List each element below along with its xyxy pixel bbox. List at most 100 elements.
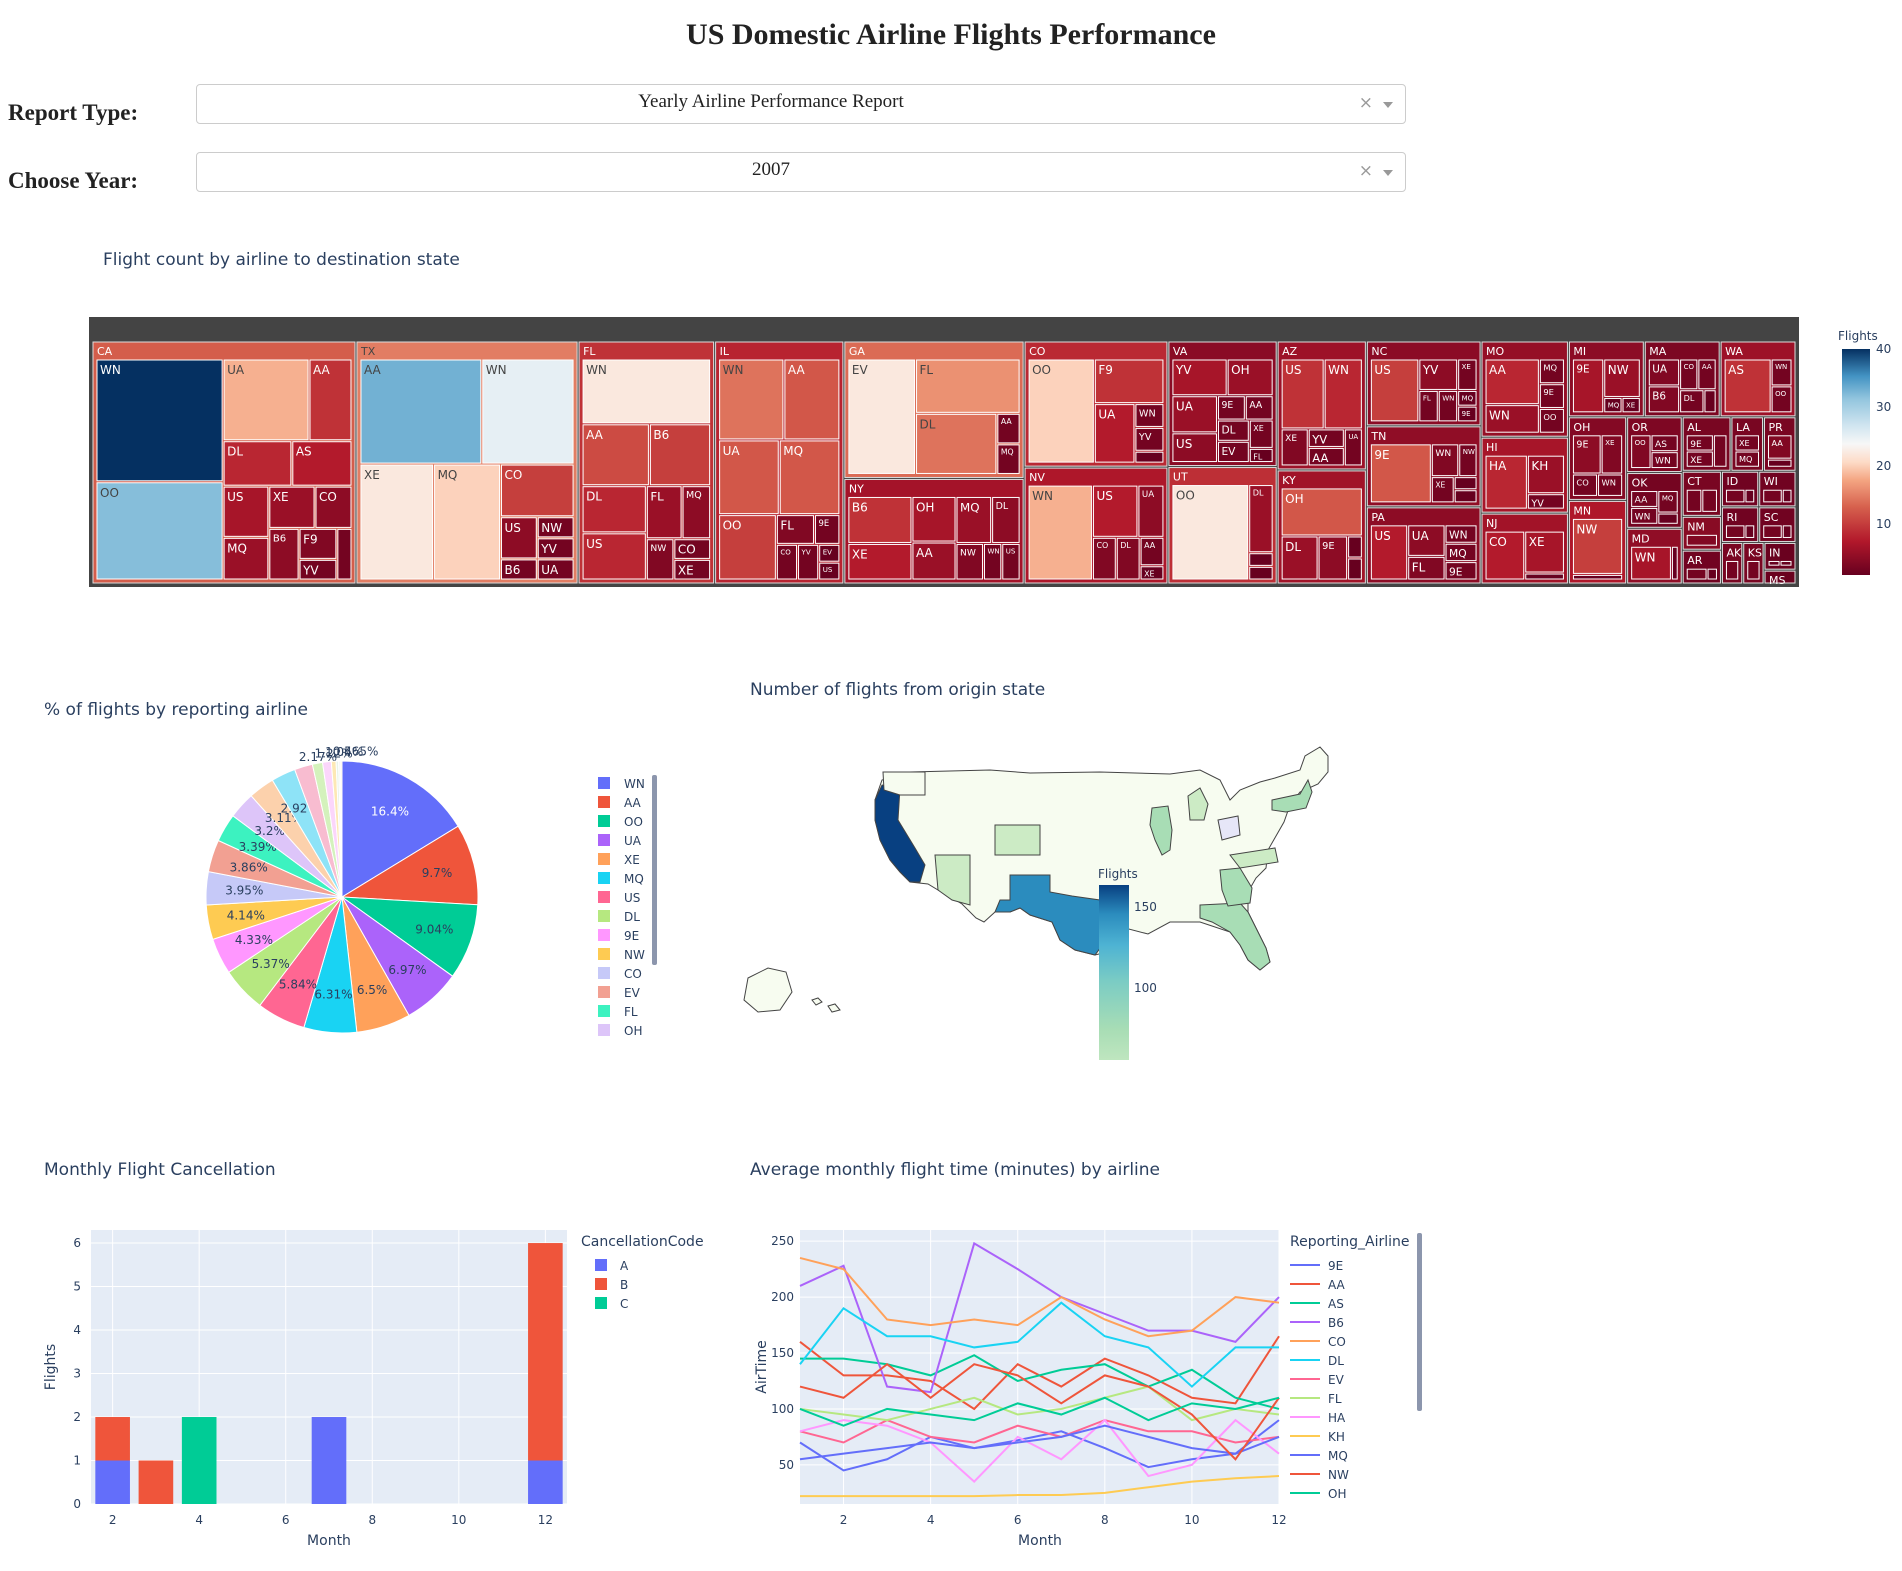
line-legend-item[interactable]: NW <box>1328 1468 1349 1482</box>
treemap-cell[interactable] <box>1747 560 1760 580</box>
treemap-cell[interactable] <box>649 424 711 486</box>
treemap-cell[interactable] <box>299 559 337 580</box>
treemap-cell[interactable] <box>1658 513 1678 524</box>
treemap-cell[interactable] <box>1140 566 1164 580</box>
pie-legend-item[interactable]: FL <box>624 1005 638 1019</box>
treemap-cell[interactable] <box>1092 485 1138 537</box>
treemap-cell[interactable] <box>956 543 983 580</box>
pie-legend-item[interactable]: CO <box>624 967 642 981</box>
pie-legend-item[interactable]: OH <box>624 1024 642 1038</box>
treemap-cell[interactable] <box>1217 441 1249 463</box>
bar-segment-B[interactable] <box>528 1243 563 1461</box>
treemap-cell[interactable] <box>1135 427 1164 451</box>
pie-legend-item[interactable]: AA <box>624 796 642 810</box>
bar-legend-swatch[interactable] <box>595 1297 607 1309</box>
treemap-cell[interactable] <box>1172 485 1249 580</box>
pie-legend-item[interactable]: EV <box>624 986 641 1000</box>
treemap-cell[interactable] <box>1539 384 1564 408</box>
pie-legend-item[interactable]: DL <box>624 910 640 924</box>
treemap-cell[interactable] <box>1172 433 1217 463</box>
treemap-cell[interactable] <box>1631 435 1651 469</box>
treemap-cell[interactable] <box>1370 359 1419 422</box>
treemap-cell[interactable] <box>997 413 1020 444</box>
treemap-cell[interactable] <box>1651 452 1678 469</box>
report-type-dropdown[interactable]: Yearly Airline Performance Report × <box>196 84 1406 124</box>
pie-legend-swatch[interactable] <box>598 929 610 941</box>
treemap-cell[interactable] <box>1572 435 1601 474</box>
pie-slice-WN[interactable] <box>341 760 459 898</box>
treemap-cell[interactable] <box>1249 448 1273 463</box>
treemap-cell[interactable] <box>1648 359 1680 386</box>
treemap-cell[interactable] <box>1281 536 1318 580</box>
treemap-cell[interactable] <box>1092 537 1116 580</box>
treemap-cell[interactable] <box>916 359 1020 413</box>
treemap-cell[interactable] <box>719 359 784 440</box>
treemap-cell[interactable] <box>1735 451 1759 467</box>
pie-legend-item[interactable]: 9E <box>624 929 639 943</box>
bar-segment-A[interactable] <box>95 1460 130 1504</box>
treemap-cell[interactable] <box>1604 359 1640 397</box>
treemap-cell[interactable] <box>1767 459 1792 467</box>
treemap-cell[interactable] <box>1680 359 1698 390</box>
treemap-cell[interactable] <box>1771 386 1792 413</box>
treemap-state-MS[interactable] <box>1764 570 1796 584</box>
treemap-cell[interactable] <box>1454 490 1477 503</box>
bar-legend-swatch[interactable] <box>595 1259 607 1271</box>
treemap-cell[interactable] <box>1768 560 1780 566</box>
treemap-cell[interactable] <box>500 464 574 517</box>
treemap-cell[interactable] <box>1308 429 1344 447</box>
line-series-KH[interactable] <box>800 1475 1280 1498</box>
treemap-cell[interactable] <box>269 528 299 580</box>
treemap-cell[interactable] <box>1140 537 1164 566</box>
treemap-cell[interactable] <box>956 496 992 543</box>
treemap-cell[interactable] <box>1431 444 1459 477</box>
treemap-cell[interactable] <box>1686 534 1717 546</box>
treemap-cell[interactable] <box>1454 477 1477 490</box>
treemap-cell[interactable] <box>1419 359 1458 390</box>
treemap-cell[interactable] <box>1745 489 1755 503</box>
treemap-cell[interactable] <box>96 359 223 482</box>
treemap-cell[interactable] <box>674 559 711 580</box>
line-series-DL[interactable] <box>799 1301 1279 1388</box>
line-series-NW[interactable] <box>799 1362 1280 1461</box>
line-legend-item[interactable]: DL <box>1328 1354 1344 1368</box>
treemap-cell[interactable] <box>1725 525 1745 538</box>
treemap-cell[interactable] <box>1438 390 1458 422</box>
line-legend-item[interactable]: AA <box>1328 1278 1346 1292</box>
treemap-cell[interactable] <box>1704 390 1716 413</box>
bar-segment-C[interactable] <box>181 1417 217 1504</box>
treemap-cell[interactable] <box>1249 553 1273 566</box>
pie-legend-swatch[interactable] <box>598 777 610 789</box>
treemap-cell[interactable] <box>1002 543 1020 580</box>
treemap-cell[interactable] <box>1459 444 1477 477</box>
treemap-cell[interactable] <box>1485 405 1539 433</box>
bar-legend-item[interactable]: A <box>620 1259 629 1273</box>
treemap-cell[interactable] <box>1138 485 1164 537</box>
treemap-chart[interactable]: Flight count by airline to destination s… <box>0 230 1902 600</box>
treemap-cell[interactable] <box>1671 546 1678 580</box>
treemap-cell[interactable] <box>1281 429 1308 466</box>
bar-segment-B[interactable] <box>95 1417 130 1461</box>
treemap-cell[interactable] <box>1767 435 1792 459</box>
treemap-cell[interactable] <box>315 486 352 528</box>
treemap-cell[interactable] <box>1135 451 1164 463</box>
pie-slice-AA[interactable] <box>340 825 479 906</box>
treemap-cell[interactable] <box>1308 447 1344 466</box>
line-series-AS[interactable] <box>800 1354 1280 1410</box>
pie-legend-item[interactable]: NW <box>624 948 645 962</box>
treemap-cell[interactable] <box>360 359 482 464</box>
treemap-cell[interactable] <box>1725 560 1739 580</box>
treemap-cell[interactable] <box>1249 420 1273 448</box>
line-series-FL[interactable] <box>799 1385 1280 1422</box>
treemap-cell[interactable] <box>1094 359 1164 404</box>
treemap-cell[interactable] <box>1702 489 1717 512</box>
treemap-cell[interactable] <box>1658 491 1678 513</box>
pie-legend-item[interactable]: WN <box>624 777 645 791</box>
treemap-cell[interactable] <box>819 544 840 562</box>
treemap-cell[interactable] <box>434 464 500 580</box>
treemap-cell[interactable] <box>776 544 798 580</box>
treemap-cell[interactable] <box>1648 386 1680 413</box>
pie-legend-swatch[interactable] <box>598 891 610 903</box>
treemap-cell[interactable] <box>582 486 646 533</box>
